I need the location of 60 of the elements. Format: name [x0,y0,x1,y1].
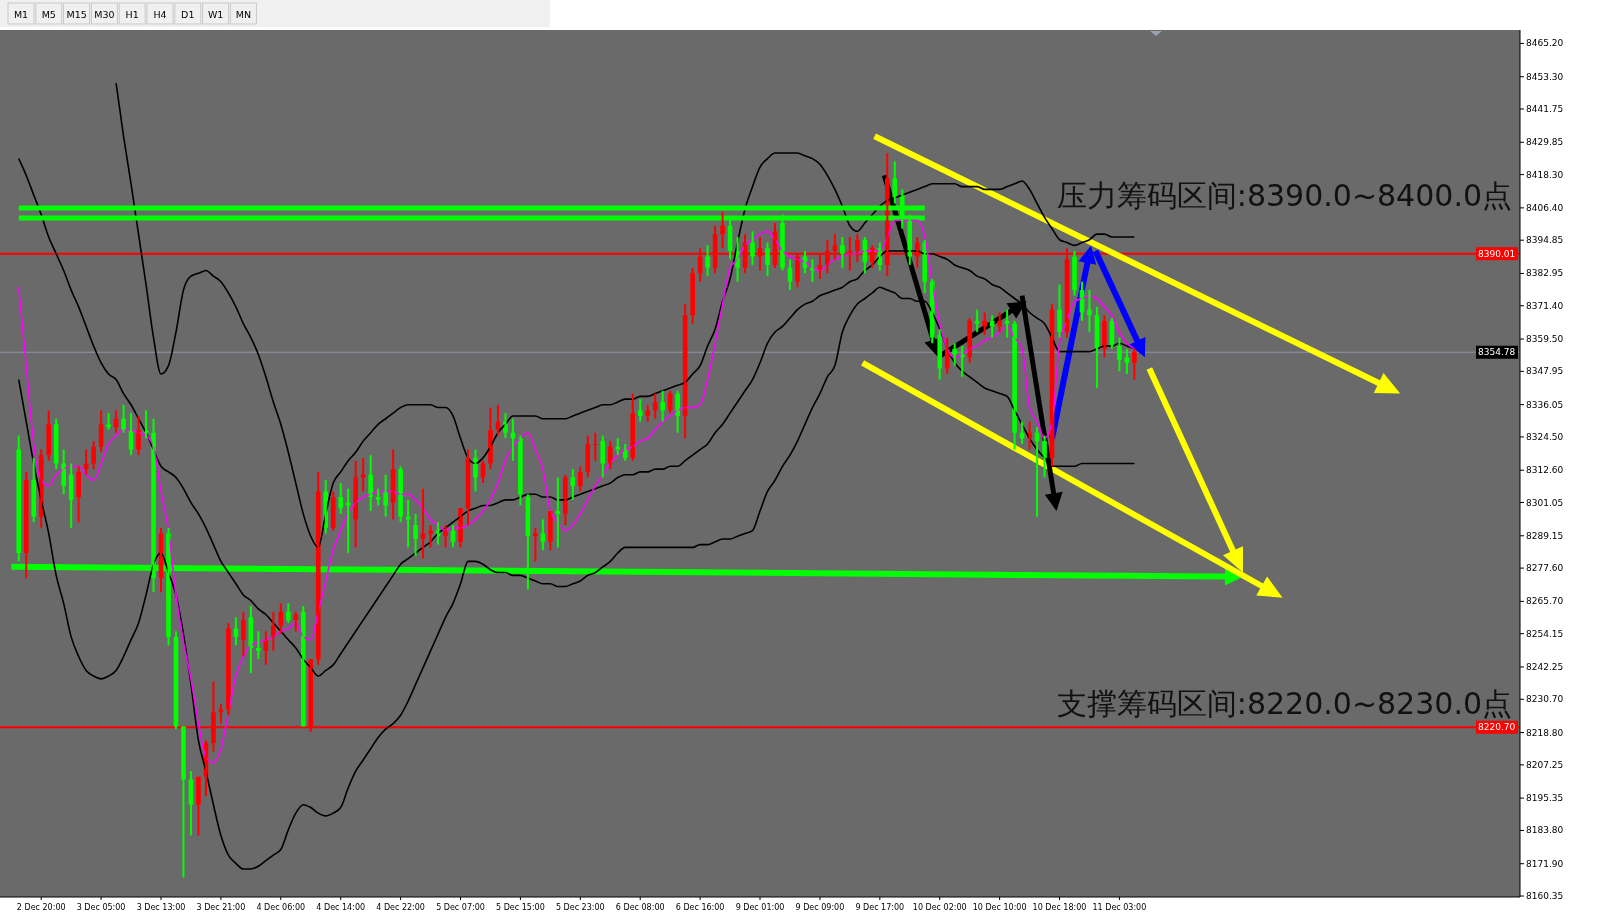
x-tick-label: 5 Dec 15:00 [496,902,545,912]
y-tick-label: 8254.15 [1526,628,1564,639]
y-tick-label: 8195.35 [1526,793,1564,804]
y-tick-label: 8289.15 [1526,530,1564,541]
text: M15 [66,8,87,20]
x-tick-label: 11 Dec 03:00 [1092,902,1147,912]
annotation: 支撑筹码区间:8220.0~8230.0点 [1056,685,1512,721]
x-tick-label: 5 Dec 07:00 [436,902,485,912]
x-tick-label: 9 Dec 17:00 [855,902,905,912]
y-tick-label: 8453.30 [1526,71,1564,82]
x-tick-label: 10 Dec 10:00 [972,902,1027,912]
y-tick-label: 8277.60 [1526,563,1564,574]
y-tick-label: 8218.80 [1526,727,1564,738]
y-tick-label: 8160.35 [1526,891,1564,902]
ref-line-label: 8354.78 [1478,347,1516,358]
y-tick-label: 8183.80 [1526,825,1564,836]
x-tick-label: 3 Dec 21:00 [196,902,246,912]
y-tick-label: 8324.50 [1526,431,1564,442]
y-tick-label: 8371.40 [1526,300,1564,311]
ref-line-label: 8220.70 [1478,722,1516,733]
y-tick-label: 8394.85 [1526,235,1564,246]
y-tick-label: 8418.30 [1526,169,1564,180]
x-tick-label: 6 Dec 16:00 [675,902,725,912]
y-tick-label: 8230.70 [1526,694,1564,705]
x-tick-label: 4 Dec 06:00 [256,902,306,912]
x-tick-label: 4 Dec 14:00 [316,902,366,912]
text: D1 [181,8,195,20]
y-tick-label: 8171.90 [1526,858,1564,869]
x-tick-label: 3 Dec 13:00 [136,902,186,912]
x-tick-label: 5 Dec 23:00 [555,902,605,912]
text: W1 [207,8,224,20]
text: H4 [153,8,167,20]
y-tick-label: 8301.05 [1526,497,1564,508]
y-tick-label: 8465.20 [1526,38,1564,49]
y-tick-label: 8265.70 [1526,596,1564,607]
y-tick-label: 8336.05 [1526,399,1564,410]
annotation: 压力筹码区间:8390.0~8400.0点 [1056,177,1512,213]
y-tick-label: 8382.95 [1526,268,1564,279]
x-tick-label: 2 Dec 20:00 [16,902,66,912]
text: M5 [41,8,56,20]
x-tick-label: 3 Dec 05:00 [76,902,126,912]
x-tick-label: 10 Dec 18:00 [1032,902,1087,912]
x-tick-label: 6 Dec 08:00 [615,902,665,912]
text: M1 [13,8,29,20]
text: M30 [94,8,115,20]
x-tick-label: 10 Dec 02:00 [912,902,967,912]
x-tick-label: 9 Dec 09:00 [795,902,845,912]
text: MN [235,8,252,20]
y-tick-label: 8429.85 [1526,137,1564,148]
ref-line-label: 8390.01 [1478,248,1516,259]
y-tick-label: 8441.75 [1526,104,1564,115]
y-tick-label: 8347.95 [1526,366,1564,377]
y-tick-label: 8406.40 [1526,202,1564,213]
x-tick-label: 9 Dec 01:00 [735,902,785,912]
y-tick-label: 8359.50 [1526,334,1564,345]
y-tick-label: 8207.25 [1526,759,1564,770]
y-tick-label: 8312.60 [1526,465,1564,476]
x-tick-label: 4 Dec 22:00 [376,902,425,912]
y-tick-label: 8242.25 [1526,661,1564,672]
text: H1 [125,8,139,20]
